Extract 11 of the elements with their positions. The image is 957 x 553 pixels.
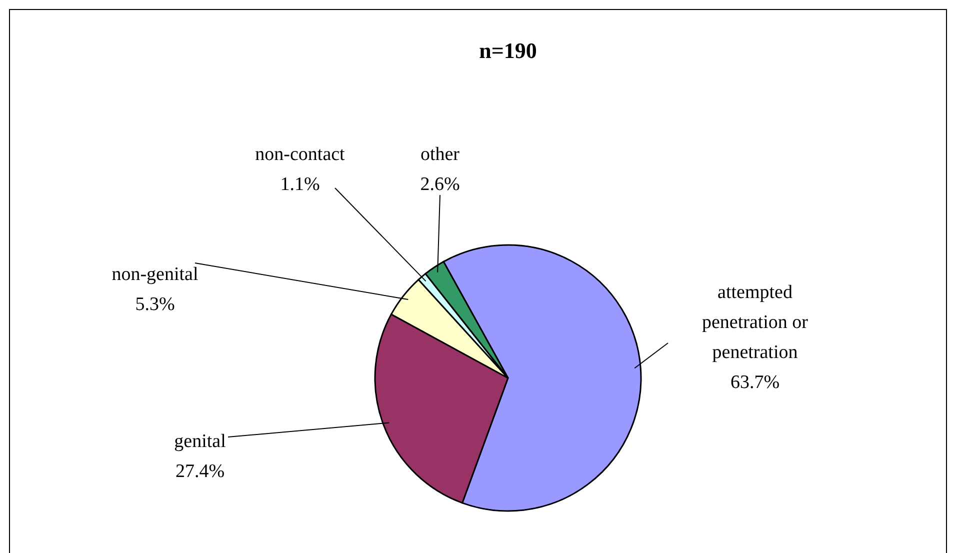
data-label: 27.4% [175, 461, 225, 482]
slice-label: genital [174, 431, 226, 452]
slice-label: other [420, 144, 460, 165]
slice-label: non-genital [112, 264, 198, 285]
data-label: 63.7% [730, 372, 780, 393]
data-label: 1.1% [280, 174, 320, 195]
data-label: 5.3% [135, 294, 175, 315]
chart-title: n=190 [479, 38, 537, 63]
slice-label: non-contact [255, 144, 346, 165]
slice-label: attempted penetration or penetration [702, 282, 809, 363]
data-label: 2.6% [420, 174, 460, 195]
